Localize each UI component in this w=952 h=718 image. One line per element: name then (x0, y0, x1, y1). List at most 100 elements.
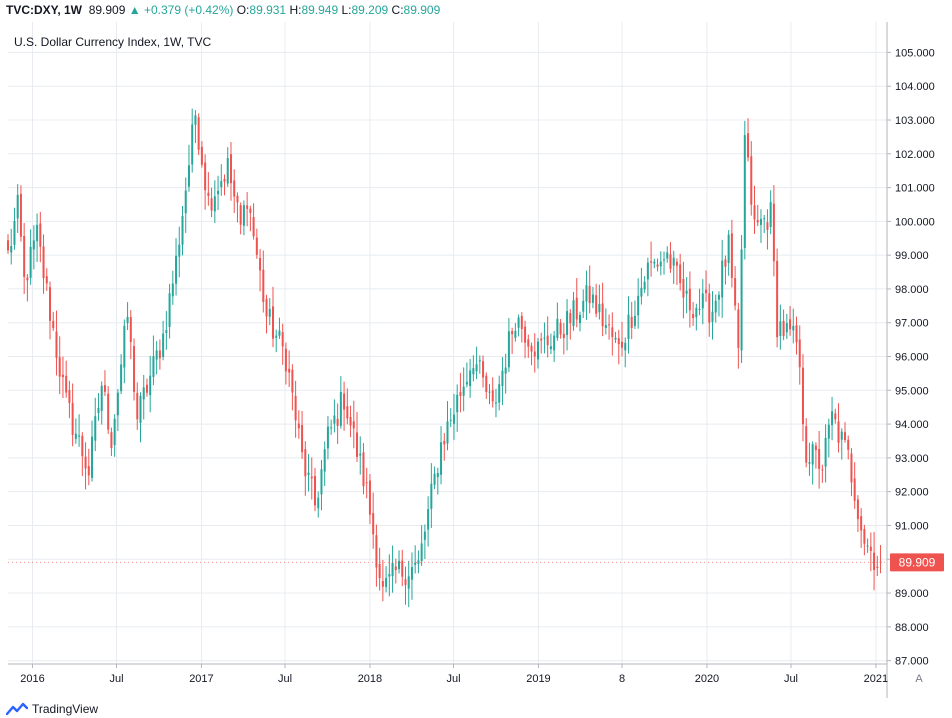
candle-body (281, 332, 284, 347)
candle-body (23, 235, 26, 277)
candle-body (759, 218, 762, 225)
candle-body (633, 315, 636, 326)
candle-body (87, 466, 90, 476)
candle-body (304, 449, 307, 477)
candle-body (524, 326, 527, 343)
candle-body (123, 325, 126, 368)
candle-body (656, 264, 659, 267)
candle-body (139, 395, 142, 423)
candle-body (653, 261, 656, 264)
chart-grid (8, 22, 887, 664)
candle-body (624, 342, 627, 351)
symbol-name[interactable]: TVC:DXY, 1W (6, 3, 83, 17)
candle-body (336, 418, 339, 426)
candle-body (753, 205, 756, 220)
candle-body (313, 476, 317, 506)
candle-body (614, 337, 617, 340)
candle-body (213, 196, 216, 212)
candle-body (485, 375, 488, 393)
tradingview-branding[interactable]: TradingView (6, 700, 98, 718)
candle-body (433, 473, 436, 485)
candle-body (229, 154, 232, 184)
candle-body (58, 357, 61, 377)
candle-body (407, 576, 410, 589)
candle-body (705, 289, 708, 294)
candle-body (646, 262, 649, 280)
candle-body (498, 384, 501, 403)
candle-body (142, 387, 145, 400)
candle-body (727, 234, 730, 264)
auto-scale-button[interactable]: A (915, 673, 923, 685)
candle-body (107, 393, 110, 430)
candle-body (440, 442, 443, 475)
candle-body (356, 432, 359, 457)
candle-body (504, 367, 507, 374)
candle-body (19, 193, 22, 237)
candle-body (591, 294, 594, 303)
candle-body (110, 432, 113, 449)
candle-body (730, 233, 733, 278)
brand-name: TradingView (32, 702, 99, 716)
candle-body (546, 335, 549, 346)
candle-body (178, 244, 181, 257)
candle-body (627, 314, 630, 339)
price-tick-label: 97.000 (895, 318, 929, 330)
candle-body (200, 146, 203, 165)
candle-body (566, 310, 569, 336)
time-tick-label: 2020 (695, 673, 719, 685)
symbol-header: TVC:DXY, 1W 89.909 ▲ +0.379 (+0.42%) O:8… (0, 0, 952, 20)
candle-body (669, 254, 672, 269)
candle-body (798, 339, 801, 368)
candle-body (582, 300, 585, 312)
candle-body (310, 476, 313, 479)
candle-body (604, 324, 607, 328)
candle-body (255, 237, 258, 255)
candle-body (365, 482, 368, 484)
candle-body (876, 566, 879, 568)
candle-body (187, 165, 190, 187)
candle-body (275, 335, 278, 338)
candle-body (301, 425, 304, 453)
candle-body (120, 364, 123, 392)
candle-body (55, 331, 58, 358)
candle-body (821, 469, 824, 471)
candle-body (333, 415, 336, 424)
candle-body (530, 345, 533, 352)
price-tick-label: 87.000 (895, 656, 929, 668)
chart-area[interactable]: U.S. Dollar Currency Index, 1W, TVC 87.0… (0, 22, 952, 698)
candle-body (249, 208, 252, 213)
candle-body (61, 374, 64, 378)
candle-body (233, 180, 236, 197)
candle-body (585, 285, 588, 302)
candle-body (220, 181, 223, 188)
candle-body (863, 528, 866, 544)
candle-body (36, 224, 39, 242)
candle-body (297, 423, 300, 429)
candle-body (459, 391, 462, 397)
time-tick-label: 2021 (864, 673, 888, 685)
candle-body (388, 573, 391, 577)
time-tick-label: Jul (278, 673, 292, 685)
candle-body (259, 257, 262, 271)
candle-body (536, 341, 539, 360)
close-value: 89.909 (403, 3, 441, 17)
candlestick-chart[interactable]: U.S. Dollar Currency Index, 1W, TVC 87.0… (0, 22, 952, 698)
candle-body (514, 330, 517, 338)
candle-body (643, 281, 646, 290)
candle-body (611, 327, 614, 337)
candle-body (659, 261, 662, 267)
price-tick-label: 101.000 (895, 183, 935, 195)
candle-body (598, 304, 601, 313)
candle-body (840, 431, 843, 440)
candle-body (507, 331, 510, 368)
candle-body (226, 158, 229, 184)
price-tick-label: 91.000 (895, 520, 929, 532)
candle-body (814, 445, 817, 451)
candle-body (385, 578, 388, 588)
candle-body (307, 472, 310, 475)
candle-body (789, 319, 792, 330)
candle-body (795, 325, 798, 343)
candle-body (853, 478, 856, 501)
candle-body (368, 480, 371, 515)
candle-body (404, 579, 407, 585)
